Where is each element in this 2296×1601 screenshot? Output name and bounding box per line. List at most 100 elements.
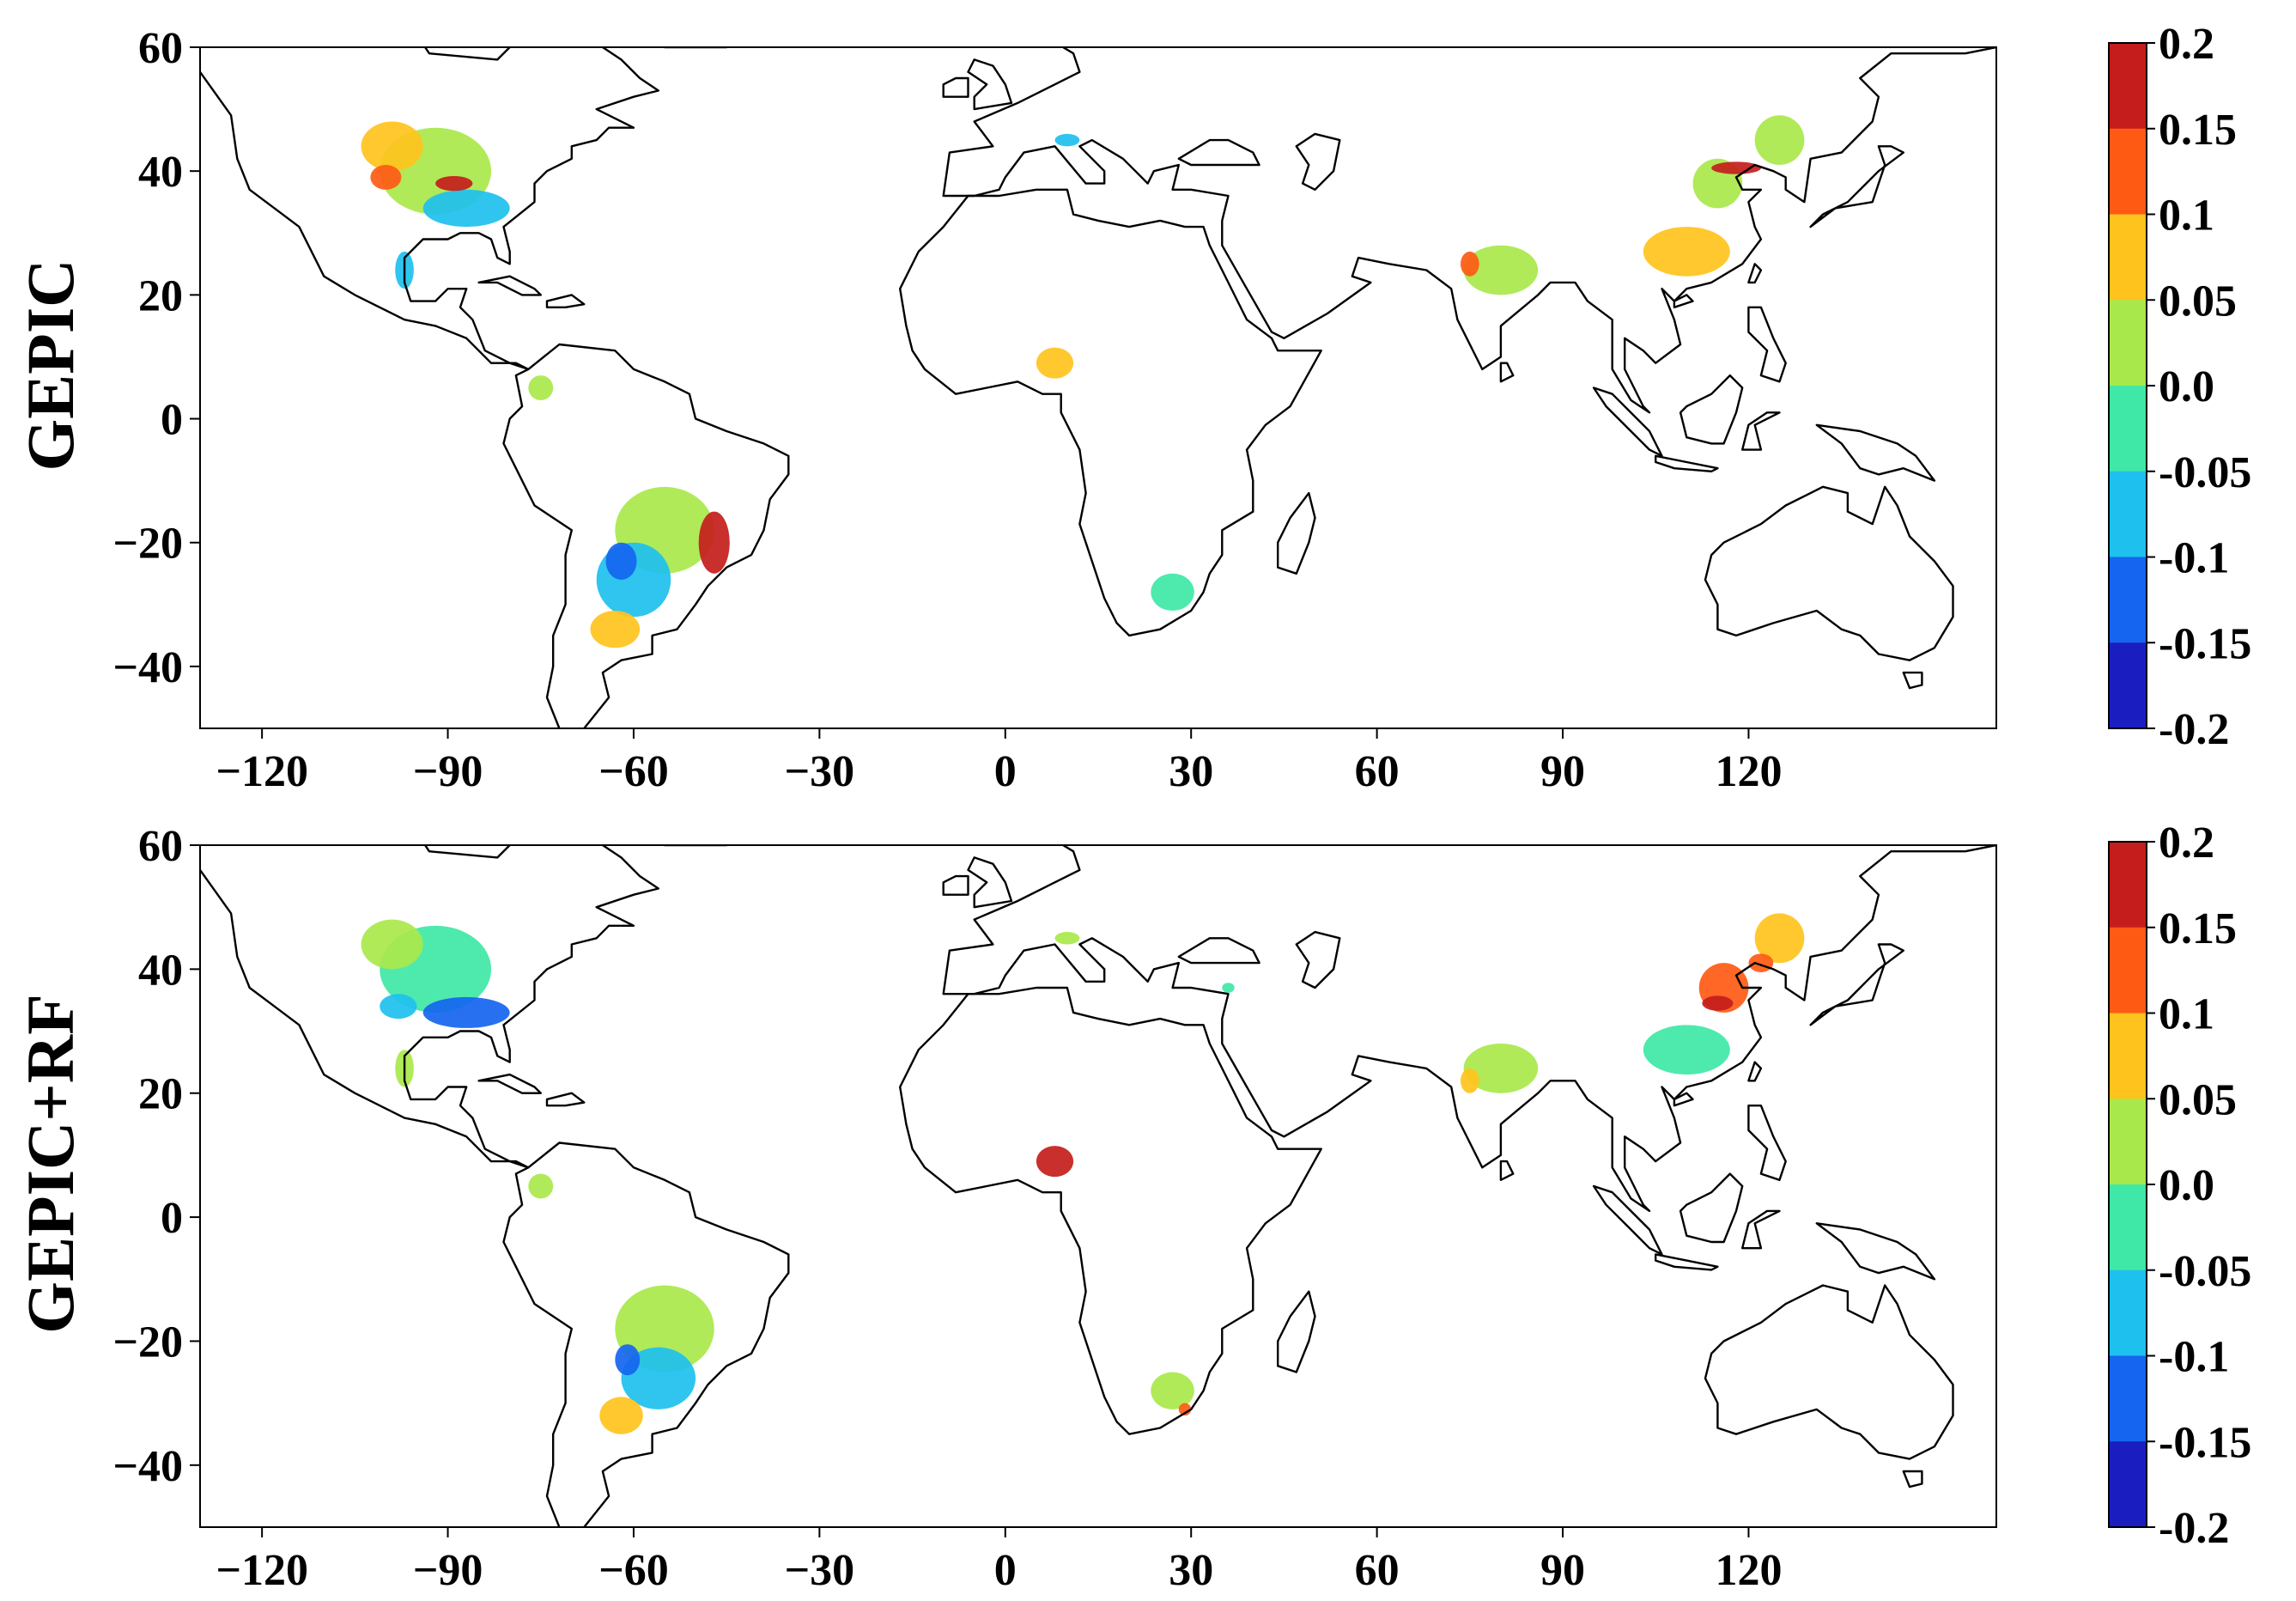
colorbar-segment xyxy=(2109,1355,2147,1442)
colorbar-segment xyxy=(2109,214,2147,301)
colorbar-segment xyxy=(2109,1269,2147,1356)
region-turkey xyxy=(1222,983,1235,993)
coastline-borneo xyxy=(1679,374,1744,445)
coastline-philippines xyxy=(1747,306,1787,383)
coastline-africa xyxy=(898,188,1322,637)
colorbar-segment xyxy=(2109,557,2147,643)
y-tick-label: 0 xyxy=(161,1194,183,1243)
region-south-africa-east xyxy=(1178,1403,1192,1416)
map-frame xyxy=(199,844,1997,1528)
coastline-britain xyxy=(967,58,1013,111)
region-us-texas xyxy=(380,994,417,1020)
region-india-north xyxy=(1463,1043,1539,1093)
coastline-madagascar xyxy=(1276,1290,1316,1373)
colorbar-tick-label: -0.05 xyxy=(2159,1247,2251,1296)
region-china-hot-band xyxy=(1711,161,1761,174)
colorbar-tick-label: 0.05 xyxy=(2159,277,2237,326)
region-italy-po xyxy=(1054,133,1080,147)
colorbar-segment xyxy=(2109,1013,2147,1099)
panel-gepic-rf: GEPIC+RF −120 −90 −60 −30 0 30 60 90 120 60 40 20 0… xyxy=(13,819,2251,1595)
coastline-japan xyxy=(1809,943,1905,1026)
colorbar-tick-label: 0.05 xyxy=(2159,1075,2237,1124)
panel-gepic: GEPIC −120 −90 −60 −30 0 30 60 90 120 60 40 20 0 −20… xyxy=(13,20,2251,796)
colorbar-segment xyxy=(2109,300,2147,387)
y-axis-gepic-rf: 60 40 20 0 −20 −40 xyxy=(112,822,200,1491)
colorbar-segment xyxy=(2109,1441,2147,1528)
y-tick-label: 60 xyxy=(138,822,183,871)
region-china-south xyxy=(1643,227,1730,277)
coastline-philippines xyxy=(1747,1104,1787,1182)
coastline-australia xyxy=(1704,1284,1954,1460)
region-china-northeast-hot xyxy=(1748,953,1774,972)
region-us-southeast xyxy=(422,996,510,1028)
colorbar-tick-label: 0.1 xyxy=(2159,990,2214,1039)
coastline-tasmania xyxy=(1902,671,1923,690)
coastline-sulawesi xyxy=(1740,411,1781,451)
region-brazil-center xyxy=(615,1285,714,1373)
colorbar-tick-label: 0.15 xyxy=(2159,106,2237,155)
region-brazil-south xyxy=(621,1347,696,1409)
x-tick-label: −30 xyxy=(785,1546,855,1595)
colorbar-segment xyxy=(2109,128,2147,215)
coastline-eurasia xyxy=(942,47,1996,414)
y-tick-label: −40 xyxy=(112,643,183,692)
region-brazil-southeast xyxy=(698,511,730,574)
y-tick-label: 0 xyxy=(161,396,183,445)
region-india-west xyxy=(1461,1068,1479,1093)
colorbar-segment xyxy=(2109,927,2147,1014)
region-china-northeast xyxy=(1754,913,1805,964)
map-content xyxy=(200,47,1996,728)
coastline-new-guinea xyxy=(1815,1222,1936,1281)
region-us-missouri-hot xyxy=(435,175,473,192)
colorbar-tick-label: 0.2 xyxy=(2159,819,2214,867)
x-tick-label: 0 xyxy=(994,1546,1017,1595)
colorbar-tick-label: 0.0 xyxy=(2159,362,2214,411)
y-axis-gepic: 60 40 20 0 −20 −40 xyxy=(112,24,200,692)
coastline-hispaniola xyxy=(545,1092,586,1107)
colorbar-tick-label: -0.05 xyxy=(2159,448,2251,497)
coastline-hainan xyxy=(1673,294,1694,308)
map-gepic xyxy=(199,46,1997,729)
colorbar-segment xyxy=(2109,471,2147,557)
colorbar-gepic: 0.2 0.15 0.1 0.05 0.0 -0.05 -0.1 -0.15 -0.2 xyxy=(2108,20,2251,754)
colorbar-tick-label: -0.1 xyxy=(2159,1333,2229,1382)
x-tick-label: −60 xyxy=(598,1546,669,1595)
region-us-west-plains xyxy=(361,121,423,172)
x-axis-gepic: −120 −90 −60 −30 0 30 60 90 120 xyxy=(216,728,1782,796)
colorbar-segment xyxy=(2109,43,2147,130)
x-tick-label: −90 xyxy=(413,747,483,796)
y-tick-label: −40 xyxy=(112,1442,183,1491)
coastline-hainan xyxy=(1673,1092,1694,1107)
region-argentina-pampas xyxy=(590,611,641,648)
coastline-sulawesi xyxy=(1740,1209,1781,1250)
coastline-south-america xyxy=(502,343,790,728)
region-china-south xyxy=(1643,1025,1730,1075)
x-tick-label: 60 xyxy=(1355,747,1400,796)
x-tick-label: 120 xyxy=(1715,747,1782,796)
region-india-west xyxy=(1461,251,1479,277)
colorbar-segment xyxy=(2109,1184,2147,1271)
coastline-sri-lanka xyxy=(1499,1160,1515,1182)
coastline-africa xyxy=(898,986,1322,1435)
coastline-caspian xyxy=(1295,930,1341,989)
x-tick-label: −60 xyxy=(598,747,669,796)
coastline-north-america xyxy=(200,47,659,371)
coastline-hispaniola xyxy=(545,294,586,308)
coastline-black-sea xyxy=(1177,937,1260,965)
coastlines xyxy=(200,47,1996,728)
map-gepic-rf xyxy=(199,844,1997,1528)
coastline-south-america xyxy=(502,1141,790,1527)
x-tick-label: 90 xyxy=(1540,747,1585,796)
x-tick-label: 30 xyxy=(1169,1546,1213,1595)
colorbar-tick-label: -0.15 xyxy=(2159,619,2251,668)
region-south-africa xyxy=(1151,1372,1194,1409)
x-axis-gepic-rf: −120 −90 −60 −30 0 30 60 90 120 xyxy=(216,1527,1782,1595)
coastline-caspian xyxy=(1295,132,1341,192)
region-paraguay-blue xyxy=(605,542,637,580)
colorbar-tick-label: 0.0 xyxy=(2159,1161,2214,1210)
y-tick-label: 20 xyxy=(138,271,183,320)
region-china-hot-spot xyxy=(1702,995,1734,1011)
coastline-cuba xyxy=(477,275,542,296)
region-nigeria xyxy=(1036,347,1074,379)
